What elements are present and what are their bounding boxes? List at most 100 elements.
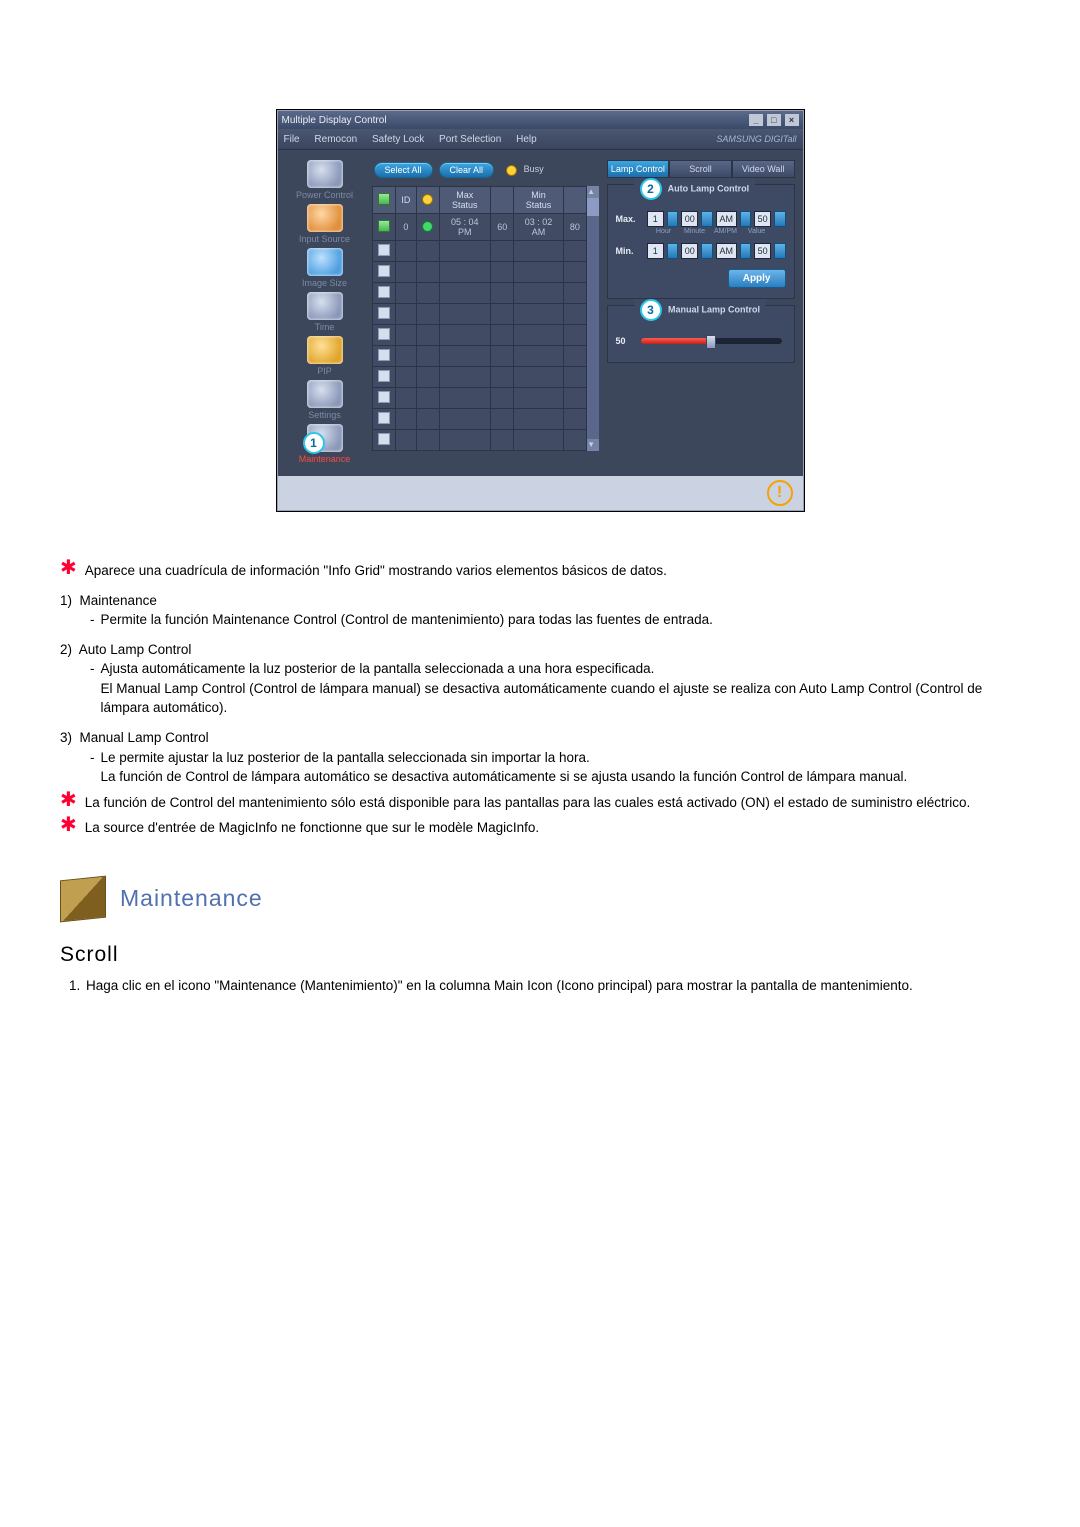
col-max-val[interactable] [491, 187, 514, 214]
row-checkbox[interactable] [378, 328, 390, 340]
auto-lamp-max-row: Max. 1 00 AM 50 [616, 211, 786, 227]
clear-all-button[interactable]: Clear All [439, 162, 495, 178]
select-all-button[interactable]: Select All [374, 162, 433, 178]
row-checkbox[interactable] [378, 412, 390, 424]
minimize-icon[interactable]: _ [749, 114, 763, 126]
min-ampm-input[interactable]: AM [716, 243, 737, 259]
sidebar-item-pip[interactable]: PIP [286, 336, 364, 380]
dropdown-icon[interactable] [701, 243, 712, 259]
row-checkbox[interactable] [378, 370, 390, 382]
tab-video-wall[interactable]: Video Wall [732, 160, 795, 178]
scroll-thumb[interactable] [587, 198, 599, 216]
sidebar-item-input-source[interactable]: Input Source [286, 204, 364, 248]
list-item-2: 2) Auto Lamp Control - Ajusta automática… [60, 640, 1020, 718]
status-icon [422, 221, 433, 232]
callout-badge-2: 2 [640, 178, 662, 200]
table-row [372, 283, 587, 304]
grid-scrollbar[interactable]: ▲ ▼ [587, 186, 598, 451]
table-row [372, 409, 587, 430]
item-title: Auto Lamp Control [79, 642, 192, 657]
sidebar-item-power-control[interactable]: Power Control [286, 160, 364, 204]
close-icon[interactable]: × [785, 114, 799, 126]
time-icon [307, 292, 343, 320]
note-line: ✱ La función de Control del mantenimient… [60, 793, 1020, 813]
cell-max-time: 05 : 04 PM [439, 214, 490, 241]
col-min-val[interactable] [563, 187, 586, 214]
col-check[interactable] [372, 187, 395, 214]
callout-badge-1: 1 [303, 432, 325, 454]
sidebar-label: Settings [286, 410, 364, 420]
section-title: Maintenance [120, 882, 263, 915]
dropdown-icon[interactable] [774, 211, 785, 227]
table-row [372, 262, 587, 283]
sidebar-label: Time [286, 322, 364, 332]
auto-lamp-sublabels: Hour Minute AM/PM Value [650, 228, 786, 235]
cell-id: 0 [395, 214, 416, 241]
dropdown-icon[interactable] [774, 243, 785, 259]
sidebar-label: Power Control [286, 190, 364, 200]
menu-remocon[interactable]: Remocon [314, 134, 357, 145]
window-controls[interactable]: _ □ × [748, 114, 799, 126]
document-body: ✱ Aparece una cuadrícula de información … [60, 561, 1020, 996]
tab-lamp-control[interactable]: Lamp Control [607, 160, 670, 178]
tab-scroll[interactable]: Scroll [669, 160, 732, 178]
col-min-status[interactable]: Min Status [514, 187, 563, 214]
max-minute-input[interactable]: 00 [681, 211, 698, 227]
slider-thumb[interactable] [706, 335, 716, 349]
min-value-input[interactable]: 50 [754, 243, 771, 259]
item-text: Le permite ajustar la luz posterior de l… [101, 748, 908, 768]
row-checkbox[interactable] [378, 265, 390, 277]
sidebar-item-image-size[interactable]: Image Size [286, 248, 364, 292]
col-id[interactable]: ID [395, 187, 416, 214]
step-item: Haga clic en el icono "Maintenance (Mant… [84, 976, 1020, 996]
table-row [372, 388, 587, 409]
dropdown-icon[interactable] [667, 243, 678, 259]
min-minute-input[interactable]: 00 [681, 243, 698, 259]
item-title: Manual Lamp Control [80, 730, 209, 745]
row-checkbox[interactable] [378, 433, 390, 445]
scroll-down-icon[interactable]: ▼ [587, 439, 599, 451]
dropdown-icon[interactable] [667, 211, 678, 227]
grid-body: 0 05 : 04 PM 60 03 : 02 AM 80 [372, 214, 587, 451]
scroll-up-icon[interactable]: ▲ [587, 186, 599, 198]
menu-port-selection[interactable]: Port Selection [439, 134, 501, 145]
max-hour-input[interactable]: 1 [647, 211, 664, 227]
manual-lamp-panel: 3 Manual Lamp Control 50 [607, 305, 795, 363]
menu-safety-lock[interactable]: Safety Lock [372, 134, 424, 145]
note-text: La source d'entrée de MagicInfo ne fonct… [85, 818, 539, 838]
table-row [372, 304, 587, 325]
row-checkbox[interactable] [378, 244, 390, 256]
table-row[interactable]: 0 05 : 04 PM 60 03 : 02 AM 80 [372, 214, 587, 241]
col-max-status[interactable]: Max Status [439, 187, 490, 214]
max-ampm-input[interactable]: AM [716, 211, 737, 227]
dropdown-icon[interactable] [740, 211, 751, 227]
menu-help[interactable]: Help [516, 134, 537, 145]
note-line: ✱ Aparece una cuadrícula de información … [60, 561, 1020, 581]
star-icon: ✱ [60, 793, 77, 813]
star-icon: ✱ [60, 561, 77, 581]
row-checkbox[interactable] [378, 220, 390, 232]
sidebar-item-maintenance[interactable]: 1 Maintenance [286, 424, 364, 468]
min-hour-input[interactable]: 1 [647, 243, 664, 259]
item-number: 1) [60, 593, 72, 608]
sub-heading: Scroll [60, 940, 1020, 970]
manual-lamp-slider[interactable] [641, 338, 782, 344]
note-line: ✱ La source d'entrée de MagicInfo ne fon… [60, 818, 1020, 838]
sidebar-item-settings[interactable]: Settings [286, 380, 364, 424]
menu-file[interactable]: File [284, 134, 300, 145]
table-row [372, 346, 587, 367]
max-value-input[interactable]: 50 [754, 211, 771, 227]
dropdown-icon[interactable] [740, 243, 751, 259]
apply-button[interactable]: Apply [728, 269, 786, 288]
sublabel: Value [743, 228, 771, 235]
col-status[interactable] [416, 187, 439, 214]
app-window: Multiple Display Control _ □ × File Remo… [277, 110, 804, 511]
dropdown-icon[interactable] [701, 211, 712, 227]
sidebar-item-time[interactable]: Time [286, 292, 364, 336]
row-checkbox[interactable] [378, 349, 390, 361]
item-text: Ajusta automáticamente la luz posterior … [101, 659, 1021, 679]
row-checkbox[interactable] [378, 391, 390, 403]
row-checkbox[interactable] [378, 307, 390, 319]
maximize-icon[interactable]: □ [767, 114, 781, 126]
row-checkbox[interactable] [378, 286, 390, 298]
